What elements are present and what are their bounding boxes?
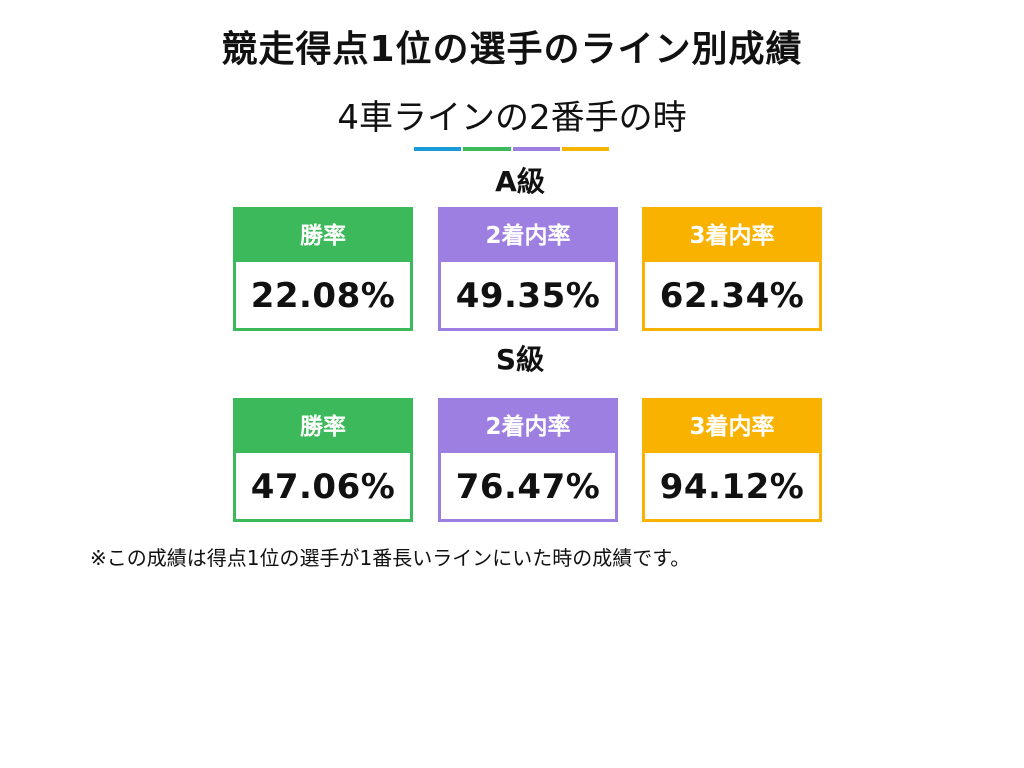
color-underline <box>414 147 609 151</box>
card-a-win-rate: 勝率 22.08% <box>233 207 413 331</box>
underline-segment-purple <box>512 147 560 151</box>
footnote: ※この成績は得点1位の選手が1番長いラインにいた時の成績です。 <box>90 546 691 570</box>
card-value: 76.47% <box>455 467 601 507</box>
card-header: 3着内率 <box>645 401 819 453</box>
card-header: 3着内率 <box>645 210 819 262</box>
card-a-top3-rate: 3着内率 62.34% <box>642 207 822 331</box>
card-header: 勝率 <box>236 401 410 453</box>
card-header: 勝率 <box>236 210 410 262</box>
underline-segment-blue <box>414 147 462 151</box>
card-s-win-rate: 勝率 47.06% <box>233 398 413 522</box>
page-title: 競走得点1位の選手のライン別成績 <box>221 29 803 70</box>
card-header: 2着内率 <box>441 210 615 262</box>
card-value: 94.12% <box>659 467 805 507</box>
page-subtitle: 4車ラインの2番手の時 <box>337 98 687 138</box>
card-a-top2-rate: 2着内率 49.35% <box>438 207 618 331</box>
grade-label-s: S級 <box>495 343 545 376</box>
card-header: 2着内率 <box>441 401 615 453</box>
underline-segment-green <box>463 147 511 151</box>
card-s-top3-rate: 3着内率 94.12% <box>642 398 822 522</box>
card-s-top2-rate: 2着内率 76.47% <box>438 398 618 522</box>
card-value: 22.08% <box>250 276 396 316</box>
grade-label-a: A級 <box>495 165 545 198</box>
card-value: 62.34% <box>659 276 805 316</box>
card-value: 47.06% <box>250 467 396 507</box>
underline-segment-yellow <box>561 147 609 151</box>
card-value: 49.35% <box>455 276 601 316</box>
